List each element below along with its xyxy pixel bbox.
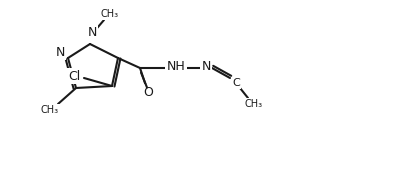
Text: CH₃: CH₃: [245, 99, 263, 109]
Text: Cl: Cl: [68, 70, 80, 83]
Text: CH₃: CH₃: [101, 9, 119, 19]
Text: N: N: [87, 25, 97, 39]
Text: NH: NH: [166, 60, 185, 73]
Text: CH₃: CH₃: [41, 105, 59, 115]
Text: N: N: [201, 60, 211, 73]
Text: N: N: [55, 46, 65, 59]
Text: O: O: [143, 86, 153, 99]
Text: C: C: [232, 78, 240, 88]
